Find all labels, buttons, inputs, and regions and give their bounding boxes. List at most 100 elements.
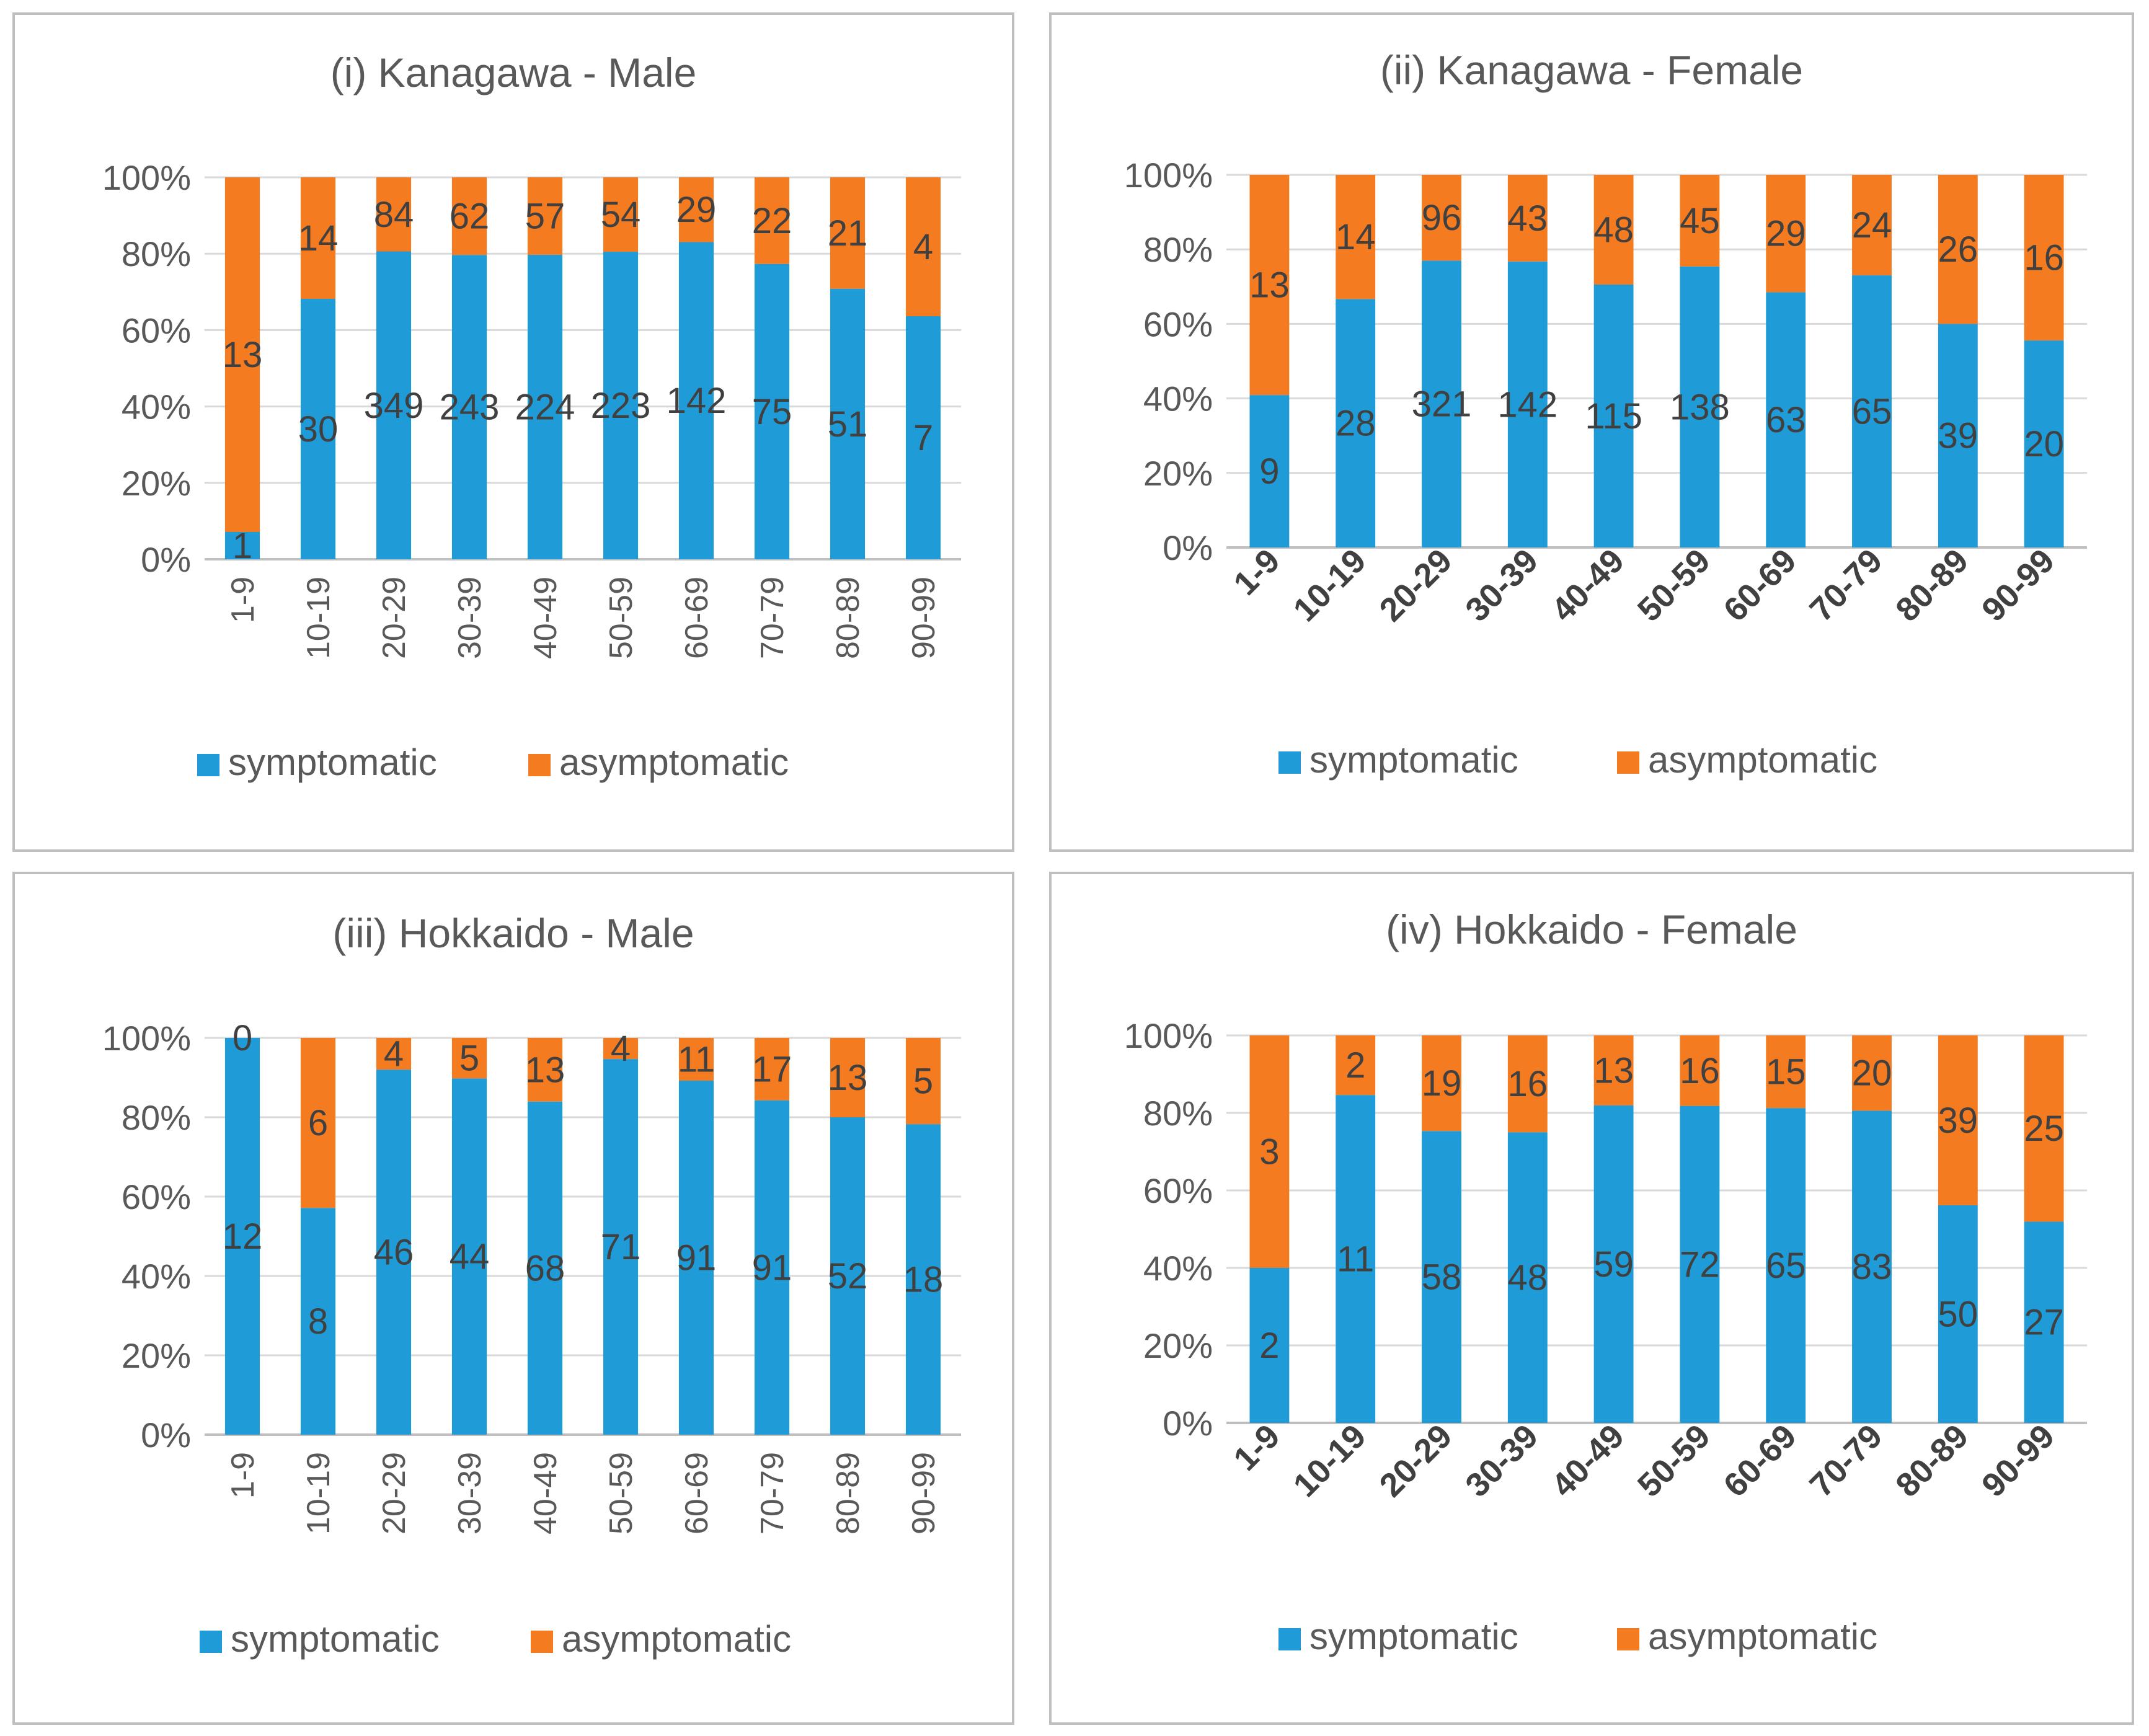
- bar-symptomatic-30-39: [451, 1078, 487, 1435]
- data-label-asymptomatic: 4: [384, 1034, 404, 1074]
- chart-panel-2: (ii) Kanagawa - Female 0% 20% 40% 60% 80% 100%…: [1049, 12, 2134, 852]
- data-label-symptomatic: 28: [1336, 404, 1376, 444]
- y-tick-label: 80%: [1143, 1094, 1213, 1133]
- data-label-symptomatic: 50: [1938, 1294, 1978, 1334]
- data-label-asymptomatic: 25: [2024, 1109, 2064, 1149]
- data-label-symptomatic: 243: [440, 388, 500, 428]
- bar-symptomatic-20-29: [1422, 260, 1461, 547]
- legend-label-symptomatic: symptomatic: [1309, 739, 1518, 781]
- x-tick-label: 10-19: [301, 1452, 337, 1534]
- data-label-asymptomatic: 3: [1259, 1132, 1279, 1172]
- data-label-asymptomatic: 22: [752, 201, 792, 241]
- x-tick-label: 40-49: [528, 577, 564, 659]
- bar-asymptomatic-80-89: [830, 1038, 866, 1117]
- chart-title: (i) Kanagawa - Male: [330, 50, 697, 95]
- data-label-symptomatic: 68: [525, 1248, 565, 1288]
- legend-swatch-symptomatic: [197, 754, 219, 776]
- legend-label-asymptomatic: asymptomatic: [1648, 1616, 1877, 1657]
- data-label-asymptomatic: 29: [1766, 214, 1806, 254]
- data-label-symptomatic: 46: [374, 1233, 414, 1273]
- x-tick-label: 1-9: [225, 1452, 261, 1499]
- bar-symptomatic-60-69: [678, 242, 714, 559]
- data-label-symptomatic: 11: [1337, 1239, 1374, 1280]
- data-label-asymptomatic: 5: [459, 1038, 479, 1079]
- data-label-symptomatic: 27: [2024, 1303, 2064, 1343]
- data-label-asymptomatic: 5: [913, 1061, 933, 1102]
- bar-asymptomatic-70-79: [754, 177, 790, 264]
- data-label-asymptomatic: 20: [1852, 1053, 1892, 1094]
- y-tick-label: 60%: [1143, 304, 1213, 343]
- data-label-asymptomatic: 13: [525, 1050, 565, 1090]
- legend-label-symptomatic: symptomatic: [228, 742, 437, 783]
- legend-swatch-asymptomatic: [528, 754, 551, 776]
- chart-panel-3: (iii) Hokkaido - Male 0% 20% 40% 60% 80% 100% 1…: [12, 872, 1014, 1725]
- y-tick-label: 20%: [122, 464, 191, 503]
- bar-symptomatic-70-79: [1852, 1110, 1892, 1423]
- x-tick-label: 80-89: [830, 1452, 866, 1534]
- data-label-symptomatic: 12: [223, 1216, 263, 1257]
- x-tick-label: 90-99: [906, 577, 942, 659]
- legend-swatch-symptomatic: [200, 1631, 222, 1653]
- legend-swatch-asymptomatic: [1617, 751, 1639, 774]
- data-label-symptomatic: 71: [601, 1227, 641, 1267]
- bar-asymptomatic-90-99: [905, 177, 941, 316]
- data-label-symptomatic: 142: [1497, 384, 1557, 425]
- bar-asymptomatic-40-49: [527, 1038, 563, 1102]
- data-label-asymptomatic: 17: [752, 1049, 792, 1089]
- x-tick-label: 30-39: [452, 577, 488, 659]
- bar-asymptomatic-30-39: [1507, 175, 1548, 262]
- bar-symptomatic-50-59: [603, 1059, 639, 1435]
- y-tick-label: 100%: [1124, 156, 1213, 195]
- bar-asymptomatic-30-39: [451, 177, 487, 255]
- data-label-symptomatic: 2: [1259, 1326, 1279, 1366]
- y-tick-label: 20%: [122, 1336, 191, 1375]
- data-label-symptomatic: 44: [450, 1237, 490, 1277]
- data-label-asymptomatic: 48: [1593, 210, 1634, 250]
- bar-asymptomatic-10-19: [1336, 175, 1376, 299]
- legend-swatch-asymptomatic: [1617, 1628, 1639, 1650]
- data-label-asymptomatic: 13: [828, 1058, 868, 1098]
- bar-symptomatic-40-49: [527, 254, 563, 559]
- data-label-symptomatic: 48: [1508, 1258, 1548, 1298]
- y-tick-label: 60%: [122, 311, 191, 350]
- bar-symptomatic-90-99: [905, 1124, 941, 1435]
- legend-label-symptomatic: symptomatic: [231, 1618, 440, 1660]
- data-label-asymptomatic: 15: [1766, 1052, 1806, 1092]
- data-label-symptomatic: 52: [828, 1256, 868, 1296]
- bar-asymptomatic-20-29: [1422, 1035, 1461, 1132]
- data-label-asymptomatic: 2: [1345, 1045, 1365, 1086]
- y-tick-label: 60%: [122, 1177, 191, 1216]
- data-label-symptomatic: 142: [667, 381, 727, 421]
- legend-label-asymptomatic: asymptomatic: [1648, 739, 1877, 781]
- bar-asymptomatic-70-79: [1852, 1035, 1892, 1111]
- y-tick-label: 100%: [102, 158, 191, 197]
- bar-symptomatic-80-89: [1938, 1205, 1978, 1423]
- data-label-symptomatic: 75: [752, 392, 792, 432]
- bar-asymptomatic-80-89: [1938, 1035, 1978, 1205]
- x-tick-label: 90-99: [906, 1452, 942, 1534]
- bar-symptomatic-70-79: [1852, 275, 1892, 547]
- bar-symptomatic-80-89: [1938, 324, 1978, 547]
- bar-symptomatic-60-69: [1766, 292, 1806, 547]
- data-label-asymptomatic: 13: [1249, 265, 1290, 306]
- x-tick-label: 20-29: [376, 1452, 412, 1534]
- chart-title: (iv) Hokkaido - Female: [1386, 906, 1797, 952]
- y-tick-label: 0%: [1163, 528, 1213, 567]
- data-label-asymptomatic: 62: [450, 197, 490, 237]
- data-label-symptomatic: 1: [233, 526, 252, 566]
- data-label-asymptomatic: 16: [2024, 238, 2064, 278]
- bar-asymptomatic-70-79: [1852, 175, 1892, 276]
- bar-symptomatic-30-39: [1507, 1132, 1548, 1423]
- bar-symptomatic-70-79: [754, 1100, 790, 1435]
- bar-asymptomatic-1-9: [1249, 175, 1290, 396]
- bar-asymptomatic-90-99: [2024, 175, 2064, 341]
- data-label-symptomatic: 83: [1852, 1247, 1892, 1287]
- data-label-symptomatic: 321: [1412, 384, 1472, 425]
- bar-asymptomatic-1-9: [1249, 1035, 1290, 1268]
- chart-title: (ii) Kanagawa - Female: [1380, 47, 1803, 93]
- legend-swatch-asymptomatic: [531, 1631, 553, 1653]
- data-label-asymptomatic: 14: [1336, 217, 1376, 257]
- bar-asymptomatic-40-49: [527, 177, 563, 255]
- bar-symptomatic-40-49: [1593, 1105, 1634, 1423]
- data-label-asymptomatic: 54: [601, 195, 641, 235]
